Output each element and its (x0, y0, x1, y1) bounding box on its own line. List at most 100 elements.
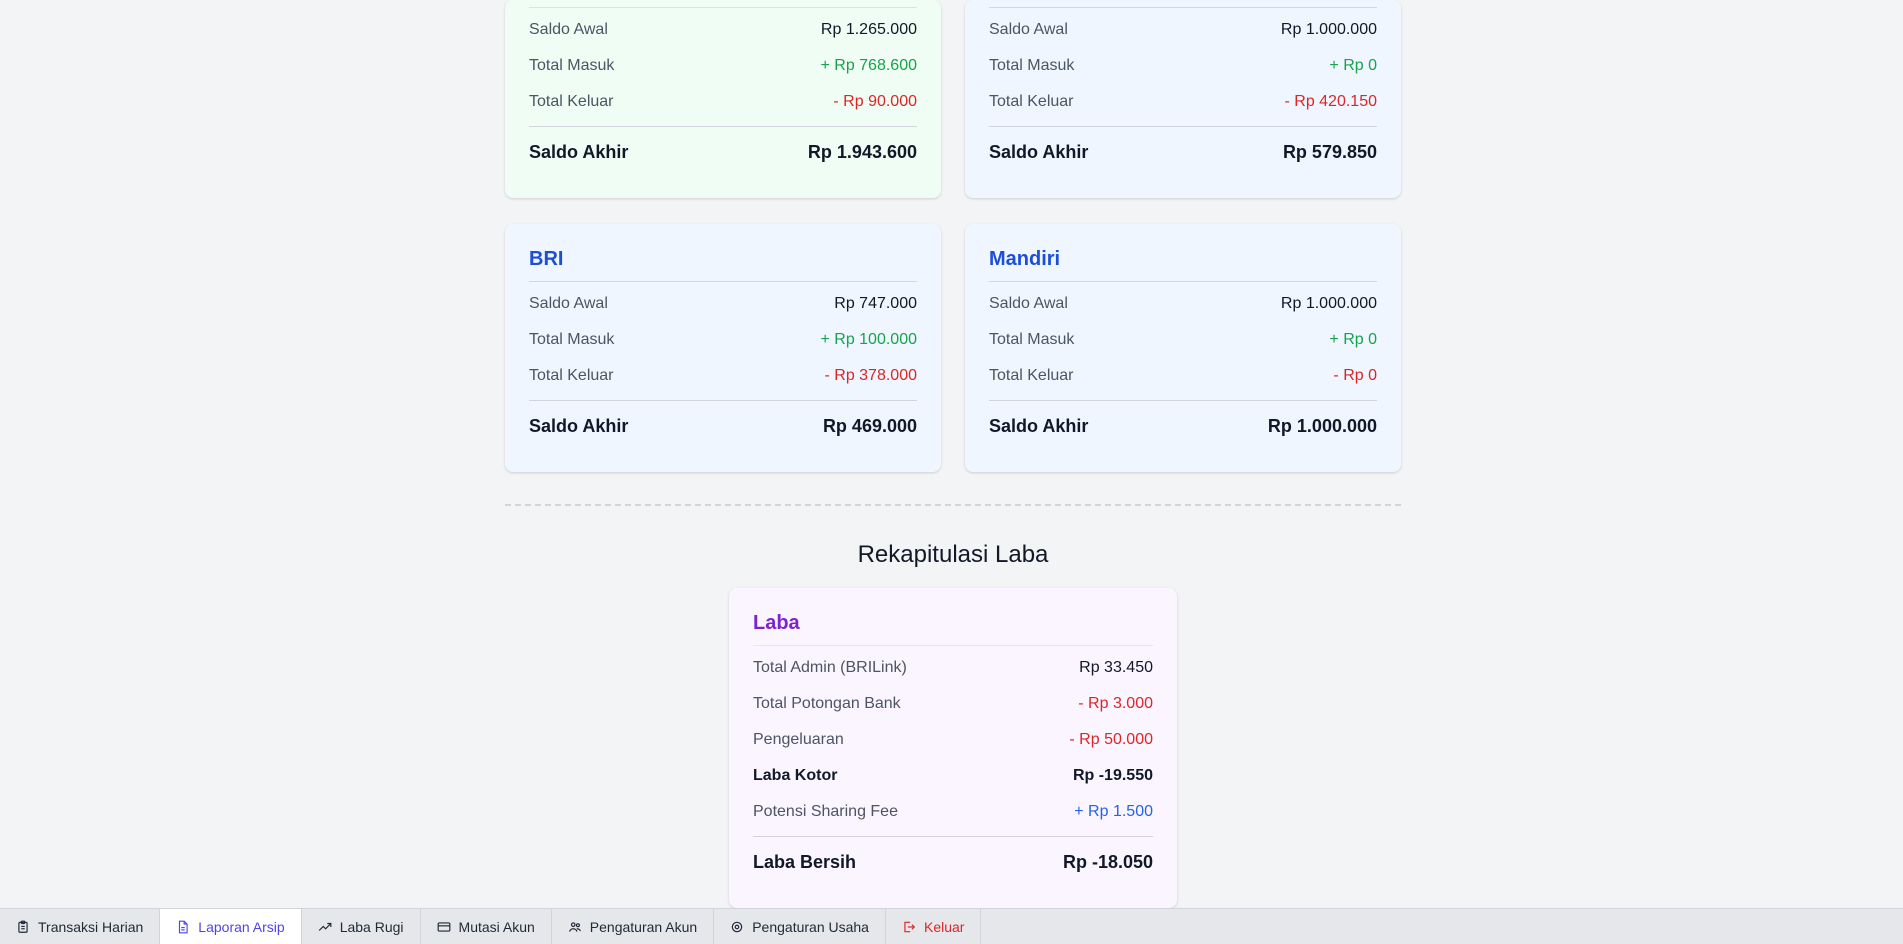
account-card-1: Saldo Awal Rp 1.265.000 Total Masuk + Rp… (505, 0, 941, 198)
pengeluaran-label: Pengeluaran (753, 731, 844, 748)
bank-card-mandiri: Mandiri Saldo Awal Rp 1.000.000 Total Ma… (965, 224, 1401, 472)
saldo-akhir-value: Rp 469.000 (822, 416, 917, 436)
total-masuk-label: Total Masuk (529, 331, 615, 348)
saldo-awal-row: Saldo Awal Rp 747.000 (529, 286, 917, 322)
clipboard-icon (18, 920, 28, 933)
bank-card-bri: BRI Saldo Awal Rp 747.000 Total Masuk + … (505, 224, 941, 472)
tab-label: Laporan Arsip (198, 919, 285, 935)
laba-kotor-value: Rp -19.550 (1072, 767, 1153, 784)
total-keluar-label: Total Keluar (529, 93, 614, 110)
saldo-awal-row: Saldo Awal Rp 1.265.000 (529, 12, 917, 48)
total-masuk-label: Total Masuk (989, 57, 1075, 74)
total-masuk-label: Total Masuk (989, 331, 1075, 348)
total-keluar-row: Total Keluar - Rp 378.000 (529, 358, 917, 394)
saldo-awal-label: Saldo Awal (529, 21, 608, 38)
tab-mutasi-akun[interactable]: Mutasi Akun (421, 909, 552, 944)
tab-keluar[interactable]: Keluar (886, 909, 982, 944)
bank-card-title: Mandiri (989, 248, 1377, 282)
total-masuk-row: Total Masuk + Rp 100.000 (529, 322, 917, 358)
users-icon (568, 922, 581, 932)
total-masuk-row: Total Masuk + Rp 768.600 (529, 48, 917, 84)
card-divider (529, 0, 917, 8)
saldo-akhir-value: Rp 1.943.600 (807, 142, 917, 162)
saldo-awal-value: Rp 747.000 (834, 295, 917, 312)
tab-transaksi-harian[interactable]: Transaksi Harian (0, 909, 161, 944)
total-keluar-value: - Rp 378.000 (824, 367, 917, 384)
tab-label: Pengaturan Akun (589, 919, 698, 935)
admin-row: Total Admin (BRILink) Rp 33.450 (753, 650, 1153, 686)
potongan-bank-label: Total Potongan Bank (753, 695, 901, 712)
saldo-akhir-row: Saldo Akhir Rp 579.850 (989, 126, 1377, 178)
saldo-akhir-value: Rp 1.000.000 (1267, 416, 1377, 436)
saldo-akhir-row: Saldo Akhir Rp 469.000 (529, 400, 917, 452)
saldo-akhir-row: Saldo Akhir Rp 1.000.000 (989, 400, 1377, 452)
sharing-fee-row: Potensi Sharing Fee + Rp 1.500 (753, 794, 1153, 830)
saldo-akhir-label: Saldo Akhir (989, 416, 1089, 436)
trending-up-icon (318, 922, 332, 931)
saldo-awal-label: Saldo Awal (989, 21, 1068, 38)
tab-label: Keluar (923, 919, 965, 935)
saldo-awal-row: Saldo Awal Rp 1.000.000 (989, 12, 1377, 48)
saldo-awal-value: Rp 1.000.000 (1280, 21, 1377, 38)
laba-kotor-label: Laba Kotor (753, 767, 838, 784)
admin-value: Rp 33.450 (1079, 659, 1153, 676)
total-masuk-value: + Rp 100.000 (820, 331, 917, 348)
card-divider (989, 0, 1377, 8)
saldo-awal-label: Saldo Awal (989, 295, 1068, 312)
total-keluar-value: - Rp 0 (1333, 367, 1377, 384)
tab-laba-rugi[interactable]: Laba Rugi (302, 909, 421, 944)
sharing-fee-value: + Rp 1.500 (1074, 803, 1153, 820)
potongan-bank-row: Total Potongan Bank - Rp 3.000 (753, 686, 1153, 722)
credit-card-icon (437, 922, 450, 932)
profit-card-title: Laba (753, 612, 1153, 646)
tab-laporan-arsip[interactable]: Laporan Arsip (160, 909, 302, 944)
laba-bersih-row: Laba Bersih Rp -18.050 (753, 836, 1153, 888)
saldo-akhir-value: Rp 579.850 (1282, 142, 1377, 162)
account-card-2: Saldo Awal Rp 1.000.000 Total Masuk + Rp… (965, 0, 1401, 198)
total-keluar-row: Total Keluar - Rp 420.150 (989, 84, 1377, 120)
total-keluar-label: Total Keluar (989, 367, 1074, 384)
potongan-bank-value: - Rp 3.000 (1078, 695, 1153, 712)
total-keluar-label: Total Keluar (529, 367, 614, 384)
saldo-awal-value: Rp 1.000.000 (1280, 295, 1377, 312)
saldo-awal-row: Saldo Awal Rp 1.000.000 (989, 286, 1377, 322)
total-masuk-row: Total Masuk + Rp 0 (989, 322, 1377, 358)
saldo-akhir-row: Saldo Akhir Rp 1.943.600 (529, 126, 917, 178)
tab-pengaturan-akun[interactable]: Pengaturan Akun (552, 909, 715, 944)
total-masuk-value: + Rp 0 (1329, 57, 1377, 74)
pengeluaran-value: - Rp 50.000 (1069, 731, 1153, 748)
total-keluar-row: Total Keluar - Rp 0 (989, 358, 1377, 394)
laba-bersih-value: Rp -18.050 (1062, 852, 1153, 872)
bank-card-title: BRI (529, 248, 917, 282)
total-masuk-label: Total Masuk (529, 57, 615, 74)
saldo-awal-value: Rp 1.265.000 (820, 21, 917, 38)
tab-label: Pengaturan Usaha (752, 919, 869, 935)
logout-icon (904, 921, 916, 933)
saldo-akhir-label: Saldo Akhir (529, 416, 629, 436)
total-keluar-row: Total Keluar - Rp 90.000 (529, 84, 917, 120)
profit-card: Laba Total Admin (BRILink) Rp 33.450 Tot… (729, 588, 1177, 908)
total-keluar-value: - Rp 90.000 (833, 93, 917, 110)
total-keluar-label: Total Keluar (989, 93, 1074, 110)
sharing-fee-label: Potensi Sharing Fee (753, 803, 898, 820)
section-divider (505, 504, 1401, 506)
saldo-akhir-label: Saldo Akhir (989, 142, 1089, 162)
laba-kotor-row: Laba Kotor Rp -19.550 (753, 758, 1153, 794)
total-masuk-value: + Rp 0 (1329, 331, 1377, 348)
total-keluar-value: - Rp 420.150 (1284, 93, 1377, 110)
gear-icon (731, 921, 743, 933)
tab-label: Transaksi Harian (38, 919, 144, 935)
document-icon (179, 920, 188, 934)
saldo-awal-label: Saldo Awal (529, 295, 608, 312)
tab-pengaturan-usaha[interactable]: Pengaturan Usaha (714, 909, 886, 944)
tab-label: Mutasi Akun (458, 919, 535, 935)
laba-bersih-label: Laba Bersih (753, 852, 857, 872)
saldo-akhir-label: Saldo Akhir (529, 142, 629, 162)
tab-label: Laba Rugi (339, 919, 404, 935)
total-masuk-value: + Rp 768.600 (820, 57, 917, 74)
admin-label: Total Admin (BRILink) (753, 659, 907, 676)
pengeluaran-row: Pengeluaran - Rp 50.000 (753, 722, 1153, 758)
total-masuk-row: Total Masuk + Rp 0 (989, 48, 1377, 84)
bottom-nav: Transaksi Harian Laporan Arsip Laba Rugi… (0, 908, 1903, 944)
section-title: Rekapitulasi Laba (857, 541, 1049, 568)
